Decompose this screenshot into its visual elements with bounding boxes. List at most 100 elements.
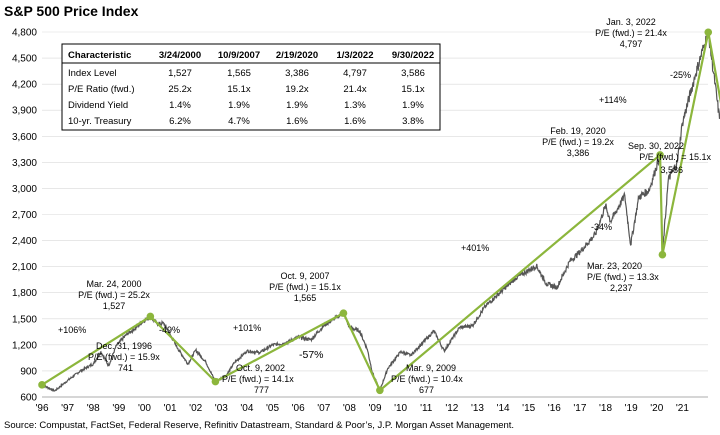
svg-text:P/E (fwd.) = 14.1x: P/E (fwd.) = 14.1x xyxy=(222,374,294,384)
trend-point xyxy=(658,250,667,259)
x-tick-label: '12 xyxy=(445,403,458,414)
table-row-label: P/E Ratio (fwd.) xyxy=(68,84,135,95)
x-tick-label: '19 xyxy=(625,403,638,414)
table-cell: 6.2% xyxy=(169,116,191,127)
table-cell: 1.9% xyxy=(228,100,250,111)
y-tick-label: 600 xyxy=(20,393,37,404)
svg-text:P/E (fwd.) = 13.3x: P/E (fwd.) = 13.3x xyxy=(587,272,659,282)
y-tick-label: 4,200 xyxy=(12,80,37,91)
x-tick-label: '17 xyxy=(573,403,586,414)
source-note: Source: Compustat, FactSet, Federal Rese… xyxy=(4,420,515,431)
table-cell: 1.9% xyxy=(402,100,424,111)
table-cell: 4.7% xyxy=(228,116,250,127)
annotation-mar-2000: Mar. 24, 2000 P/E (fwd.) = 25.2x 1,527 xyxy=(78,279,150,311)
annotation-feb-2020: Feb. 19, 2020 P/E (fwd.) = 19.2x 3,386 xyxy=(542,126,614,158)
trend-point xyxy=(656,151,664,159)
trend-point xyxy=(38,381,46,389)
x-tick-label: '07 xyxy=(317,403,330,414)
x-tick-label: '06 xyxy=(292,403,305,414)
y-tick-label: 3,900 xyxy=(12,106,37,117)
table-header-2007: 10/9/2007 xyxy=(218,50,260,61)
x-tick-label: '10 xyxy=(394,403,407,414)
table-cell: 1,527 xyxy=(168,68,192,79)
svg-text:4,797: 4,797 xyxy=(620,39,643,49)
svg-text:P/E (fwd.) = 15.1x: P/E (fwd.) = 15.1x xyxy=(269,282,341,292)
y-tick-label: 1,200 xyxy=(12,340,37,351)
annotation-oct-2007: Oct. 9, 2007 P/E (fwd.) = 15.1x 1,565 xyxy=(269,271,341,303)
pct-label: -34% xyxy=(591,222,612,232)
chart-title: S&P 500 Price Index xyxy=(4,3,139,19)
table-cell: 1.4% xyxy=(169,100,191,111)
trend-point xyxy=(146,312,155,321)
y-tick-label: 4,500 xyxy=(12,54,37,65)
pct-label: -49% xyxy=(159,325,180,335)
table-header-2022a: 1/3/2022 xyxy=(337,50,374,61)
svg-text:Sep. 30, 2022: Sep. 30, 2022 xyxy=(628,141,684,151)
y-axis-ticks: 600 900 1,200 1,500 1,800 2,100 2,400 2,700 3,00… xyxy=(12,28,37,404)
svg-text:P/E (fwd.) = 25.2x: P/E (fwd.) = 25.2x xyxy=(78,290,150,300)
svg-text:P/E (fwd.) = 15.1x: P/E (fwd.) = 15.1x xyxy=(639,152,711,162)
stats-table: Characteristic 3/24/2000 10/9/2007 2/19/… xyxy=(61,43,441,131)
x-tick-label: '20 xyxy=(650,403,663,414)
trend-point xyxy=(339,309,348,317)
x-axis-ticks: '96 '97 '98 '99 '00 '01 '02 '03 '04 '05 '06 '07 '08 '… xyxy=(35,403,689,414)
x-tick-label: '14 xyxy=(497,403,510,414)
x-tick-label: '00 xyxy=(138,403,151,414)
svg-text:741: 741 xyxy=(118,363,133,373)
svg-text:2,237: 2,237 xyxy=(610,283,633,293)
table-cell: 25.2x xyxy=(168,84,191,95)
table-cell: 1,565 xyxy=(227,68,251,79)
annotation-jan-2022: Jan. 3, 2022 P/E (fwd.) = 21.4x 4,797 xyxy=(595,17,667,49)
table-cell: 4,797 xyxy=(343,68,367,79)
table-row-label: 10-yr. Treasury xyxy=(68,116,132,127)
table-header-2022b: 9/30/2022 xyxy=(392,50,434,61)
x-tick-label: '02 xyxy=(189,403,202,414)
pct-label: -57% xyxy=(299,349,324,361)
table-cell: 3,386 xyxy=(285,68,309,79)
y-tick-label: 3,300 xyxy=(12,158,37,169)
x-tick-label: '09 xyxy=(368,403,381,414)
x-tick-label: '21 xyxy=(676,403,689,414)
svg-text:P/E (fwd.) = 10.4x: P/E (fwd.) = 10.4x xyxy=(391,374,463,384)
pct-label: +401% xyxy=(461,243,489,253)
y-tick-label: 4,800 xyxy=(12,28,37,39)
svg-text:677: 677 xyxy=(419,385,434,395)
y-tick-label: 2,400 xyxy=(12,236,37,247)
svg-text:Feb. 19, 2020: Feb. 19, 2020 xyxy=(550,126,606,136)
y-tick-label: 1,800 xyxy=(12,288,37,299)
svg-text:Jan. 3, 2022: Jan. 3, 2022 xyxy=(606,17,656,27)
table-border xyxy=(61,43,441,131)
pct-label: +114% xyxy=(599,95,627,105)
table-cell: 15.1x xyxy=(401,84,424,95)
annotation-mar-2009: Mar. 9, 2009 P/E (fwd.) = 10.4x 677 xyxy=(391,363,463,395)
table-header-characteristic: Characteristic xyxy=(68,50,131,61)
svg-text:Mar. 9, 2009: Mar. 9, 2009 xyxy=(406,363,456,373)
y-tick-label: 3,600 xyxy=(12,132,37,143)
y-tick-label: 2,100 xyxy=(12,262,37,273)
x-tick-label: '15 xyxy=(522,403,535,414)
svg-text:777: 777 xyxy=(254,385,269,395)
trend-point xyxy=(211,377,220,386)
y-tick-label: 1,500 xyxy=(12,314,37,325)
x-tick-label: '97 xyxy=(61,403,74,414)
x-tick-label: '03 xyxy=(215,403,228,414)
table-cell: 19.2x xyxy=(285,84,308,95)
x-tick-label: '04 xyxy=(240,403,253,414)
y-tick-label: 3,000 xyxy=(12,184,37,195)
x-tick-label: '13 xyxy=(471,403,484,414)
annotation-oct-2002: Oct. 9, 2002 P/E (fwd.) = 14.1x 777 xyxy=(222,363,294,395)
svg-text:3,586: 3,586 xyxy=(660,165,683,175)
table-cell: 1.6% xyxy=(344,116,366,127)
x-tick-label: '96 xyxy=(35,403,48,414)
table-cell: 21.4x xyxy=(343,84,366,95)
x-tick-label: '98 xyxy=(87,403,100,414)
svg-text:3,386: 3,386 xyxy=(567,148,590,158)
trend-points xyxy=(38,28,713,395)
x-tick-label: '16 xyxy=(548,403,561,414)
x-tick-label: '18 xyxy=(599,403,612,414)
annotation-sep-2022: Sep. 30, 2022 P/E (fwd.) = 15.1x 3,586 xyxy=(628,141,712,175)
table-cell: 1.3% xyxy=(344,100,366,111)
table-row-label: Index Level xyxy=(68,68,117,79)
svg-text:P/E (fwd.) = 15.9x: P/E (fwd.) = 15.9x xyxy=(88,352,160,362)
